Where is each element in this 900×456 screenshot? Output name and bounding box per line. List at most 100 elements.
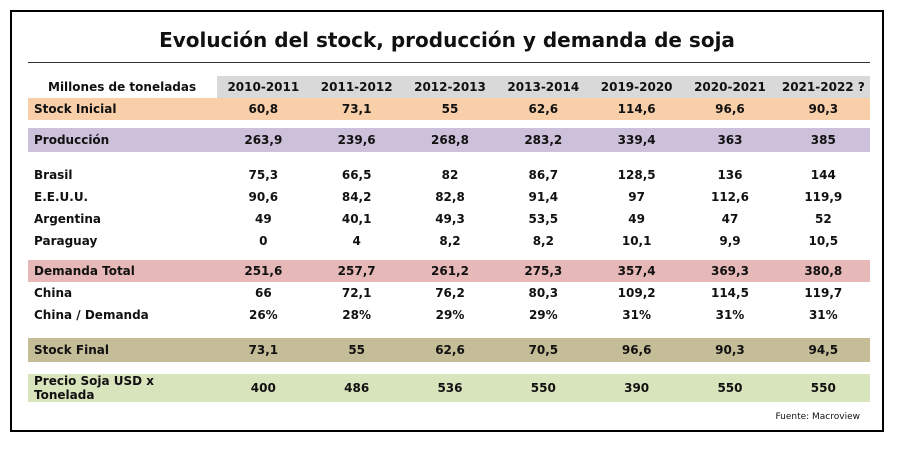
table-cell: 390 [589,374,684,402]
row-label: Stock Inicial [28,98,217,120]
table-row-stock-inicial: Stock Inicial 60,8 73,1 55 62,6 114,6 96… [28,98,870,120]
table-cell: 0 [259,234,268,248]
table-cell: 31% [622,308,652,322]
table-cell: 8,2 [532,234,554,248]
table-cell: 82 [441,168,459,182]
table-cell: 96,6 [683,98,777,120]
table-cell: 66 [254,286,272,300]
table-row-argentina: Argentina 49 40,1 49,3 53,5 49 47 52 [28,208,870,230]
table-row-china: China 66 72,1 76,2 80,3 109,2 114,5 119,… [28,282,870,304]
table-cell: 144 [810,168,836,182]
row-spacer [28,252,870,260]
table-cell: 10,5 [808,234,839,248]
table-cell: 90,6 [248,190,279,204]
row-label: Demanda Total [28,260,217,282]
table-cell: 52 [814,212,832,226]
table-row-demanda-total: Demanda Total 251,6 257,7 261,2 275,3 35… [28,260,870,282]
row-label: Stock Final [28,338,217,362]
table-cell: 29% [435,308,465,322]
table-cell: 339,4 [589,128,684,152]
table-cell: 49,3 [435,212,465,226]
table-row-china-demanda: China / Demanda 26% 28% 29% 29% 31% 31% … [28,304,870,326]
table-row-stock-final: Stock Final 73,1 55 62,6 70,5 96,6 90,3 … [28,338,870,362]
row-label: Precio Soja USD x Tonelada [28,374,217,402]
row-spacer [28,120,870,128]
table-cell: 66,5 [341,168,372,182]
table-cell: 251,6 [216,260,310,282]
table-cell: 369,3 [683,260,777,282]
row-label: Paraguay [34,234,98,248]
table-cell: 380,8 [776,260,870,282]
table-cell: 9,9 [719,234,741,248]
row-label: E.E.U.U. [34,190,89,204]
row-spacer [28,326,870,338]
table-cell: 73,1 [216,338,310,362]
table-cell: 275,3 [496,260,590,282]
table-cell: 90,3 [776,98,870,120]
table-cell: 119,7 [804,286,843,300]
page-title: Evolución del stock, producción y demand… [159,28,735,52]
soy-data-table: Millones de toneladas 2010-2011 2011-201… [28,76,870,402]
table-cell: 84,2 [341,190,372,204]
table-cell: 28% [342,308,372,322]
table-row-brasil: Brasil 75,3 66,5 82 86,7 128,5 136 144 [28,164,870,186]
table-cell: 119,9 [804,190,843,204]
row-spacer [28,362,870,374]
table-cell: 49 [628,212,645,226]
table-cell: 550 [496,374,590,402]
table-cell: 385 [776,128,870,152]
table-cell: 239,6 [310,128,404,152]
table-cell: 55 [310,338,404,362]
source-note: Fuente: Macroview [775,412,860,422]
table-cell: 550 [776,374,870,402]
table-cell: 31% [715,308,745,322]
table-cell: 60,8 [216,98,310,120]
header-label: Millones de toneladas [28,76,217,98]
table-cell: 86,7 [528,168,559,182]
table-cell: 363 [683,128,777,152]
table-cell: 268,8 [403,128,497,152]
table-cell: 357,4 [589,260,684,282]
column-header: 2019-2020 [589,76,684,98]
row-label: Brasil [34,168,73,182]
column-header: 2013-2014 [496,76,590,98]
table-header-row: Millones de toneladas 2010-2011 2011-201… [28,76,870,98]
column-header: 2012-2013 [403,76,497,98]
table-cell: 73,1 [310,98,404,120]
table-cell: 114,6 [589,98,684,120]
row-label: China [34,286,73,300]
table-cell: 90,3 [683,338,777,362]
table-cell: 62,6 [403,338,497,362]
table-row-produccion: Producción 263,9 239,6 268,8 283,2 339,4… [28,128,870,152]
column-header: 2021-2022 ? [776,76,870,98]
table-cell: 49 [254,212,272,226]
table-cell: 76,2 [435,286,465,300]
table-cell: 283,2 [496,128,590,152]
table-cell: 29% [528,308,558,322]
table-cell: 10,1 [621,234,652,248]
table-cell: 31% [808,308,838,322]
table-cell: 47 [721,212,739,226]
table-cell: 112,6 [710,190,749,204]
table-cell: 114,5 [710,286,749,300]
table-cell: 4 [352,234,361,248]
table-cell: 8,2 [439,234,461,248]
table-cell: 486 [310,374,404,402]
table-cell: 26% [248,308,278,322]
table-row-precio: Precio Soja USD x Tonelada 400 486 536 5… [28,374,870,402]
table-cell: 536 [403,374,497,402]
column-header: 2010-2011 [216,76,310,98]
table-row-eeuu: E.E.U.U. 90,6 84,2 82,8 91,4 97 112,6 11… [28,186,870,208]
table-cell: 128,5 [617,168,656,182]
table-cell: 400 [216,374,310,402]
row-label: Argentina [34,212,101,226]
table-cell: 62,6 [496,98,590,120]
row-label: Producción [28,128,217,152]
table-cell: 72,1 [341,286,372,300]
table-cell: 70,5 [496,338,590,362]
table-cell: 94,5 [776,338,870,362]
table-cell: 136 [717,168,743,182]
table-cell: 97 [628,190,645,204]
table-cell: 75,3 [248,168,279,182]
row-spacer [28,152,870,164]
